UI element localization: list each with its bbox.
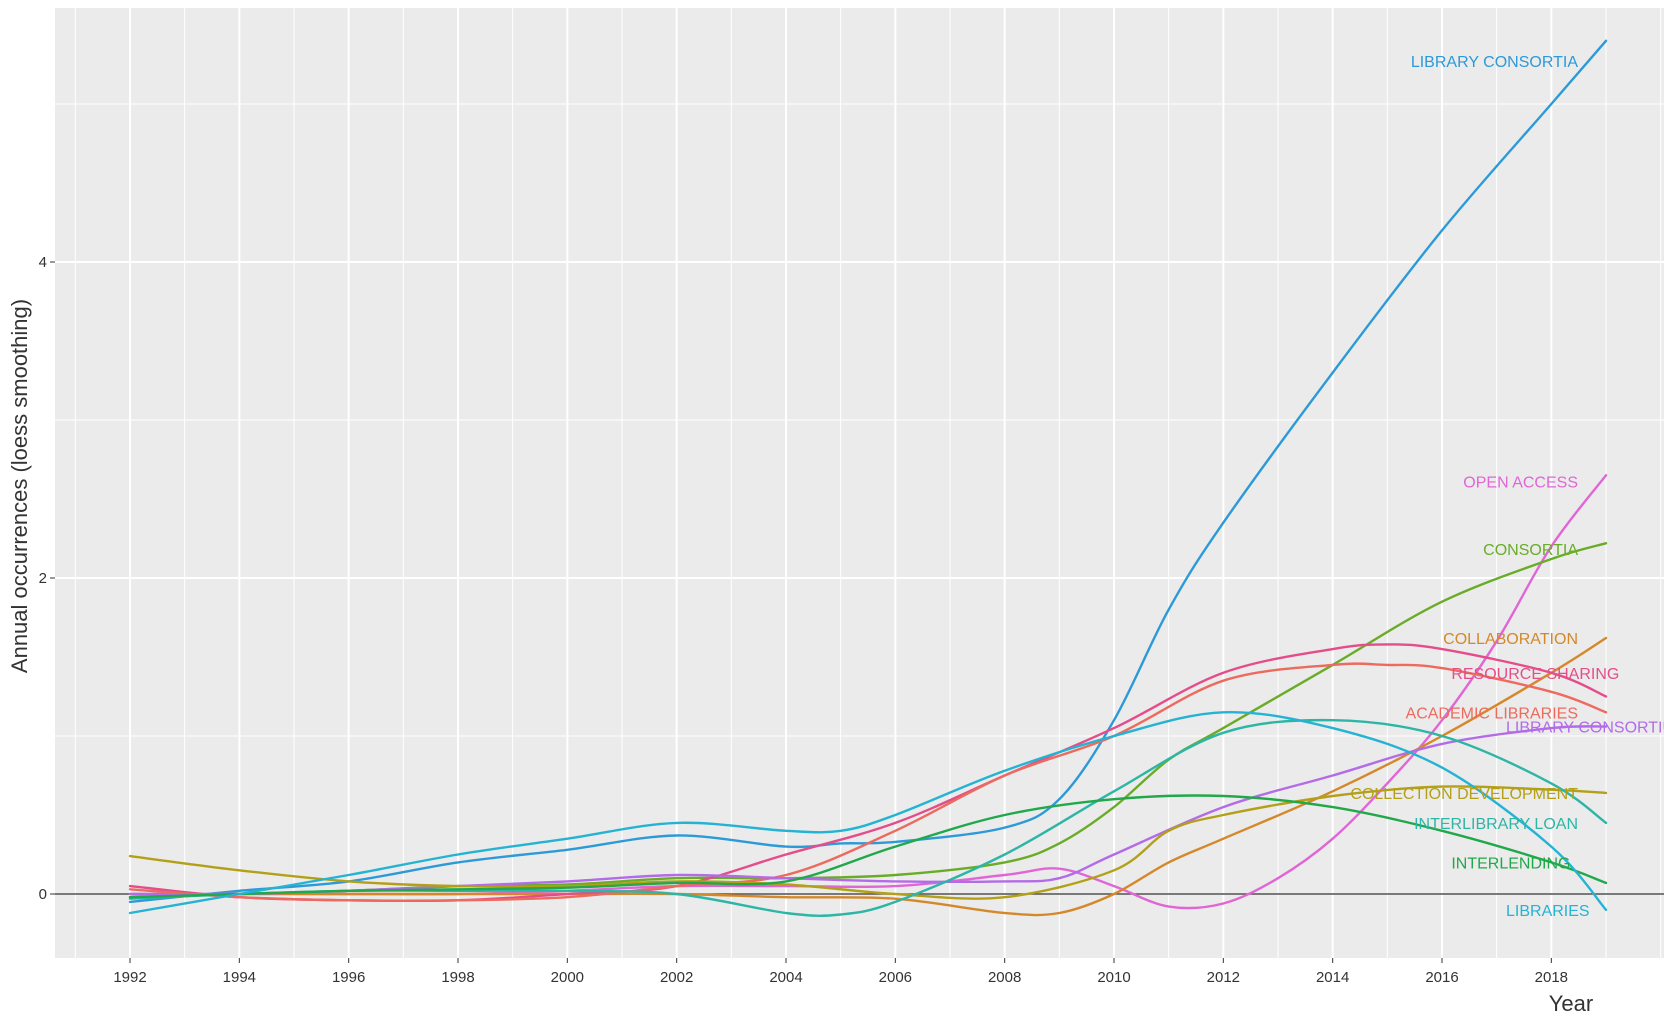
series-label-interlending: INTERLENDING bbox=[1451, 855, 1570, 872]
x-tick-label: 1996 bbox=[332, 969, 365, 986]
plot-panel bbox=[55, 8, 1664, 958]
x-tick-label: 2014 bbox=[1316, 969, 1349, 986]
series-labels: LIBRARY CONSORTIA OPEN ACCESS CONSORTIA COL… bbox=[1350, 54, 1664, 920]
x-axis-title: Year bbox=[1549, 991, 1593, 1016]
series-line-interlending bbox=[128, 794, 1608, 899]
y-axis-title: Annual occurrences (loess smoothing) bbox=[7, 299, 32, 673]
series-label-academic-libraries: ACADEMIC LIBRARIES bbox=[1406, 705, 1578, 722]
series-label-library-consortia: LIBRARY CONSORTIA bbox=[1411, 54, 1578, 71]
series-label-collaboration: COLLABORATION bbox=[1443, 631, 1578, 648]
y-tick-label: 2 bbox=[39, 570, 47, 587]
x-tick-label: 2016 bbox=[1425, 969, 1458, 986]
series-line-library-consortia bbox=[128, 39, 1608, 904]
x-tick-label: 1992 bbox=[113, 969, 146, 986]
x-tick-label: 1994 bbox=[223, 969, 256, 986]
x-tick-label: 2010 bbox=[1097, 969, 1130, 986]
series-label-libraries: LIBRARIES bbox=[1506, 903, 1590, 920]
series-label-collection-development: COLLECTION DEVELOPMENT bbox=[1350, 786, 1578, 803]
x-tick-label: 2004 bbox=[769, 969, 802, 986]
x-tick-label: 1998 bbox=[441, 969, 474, 986]
x-tick-label: 2002 bbox=[660, 969, 693, 986]
series-line-collection-development bbox=[128, 785, 1608, 900]
x-tick-label: 2018 bbox=[1535, 969, 1568, 986]
x-tick-label: 2008 bbox=[988, 969, 1021, 986]
series-label-library-consortium: LIBRARY CONSORTIUM bbox=[1506, 720, 1664, 737]
series-label-interlibrary-loan: INTERLIBRARY LOAN bbox=[1414, 816, 1578, 833]
series-label-open-access: OPEN ACCESS bbox=[1463, 474, 1578, 491]
y-tick-label: 0 bbox=[39, 886, 47, 903]
x-tick-label: 2006 bbox=[879, 969, 912, 986]
x-tick-label: 2012 bbox=[1207, 969, 1240, 986]
series-label-resource-sharing: RESOURCE SHARING bbox=[1451, 666, 1619, 683]
y-axis-ticks: 0 2 4 bbox=[39, 254, 55, 903]
series-lines bbox=[128, 39, 1608, 917]
series-line-collaboration bbox=[128, 636, 1608, 917]
series-line-libraries bbox=[128, 710, 1608, 915]
series-label-consortia: CONSORTIA bbox=[1483, 542, 1578, 559]
y-tick-label: 4 bbox=[39, 254, 47, 271]
series-line-academic-libraries bbox=[128, 662, 1608, 902]
x-tick-label: 2000 bbox=[551, 969, 584, 986]
x-axis-ticks: 1992 1994 1996 1998 2000 2002 2004 2006 2008 2010… bbox=[113, 958, 1568, 986]
